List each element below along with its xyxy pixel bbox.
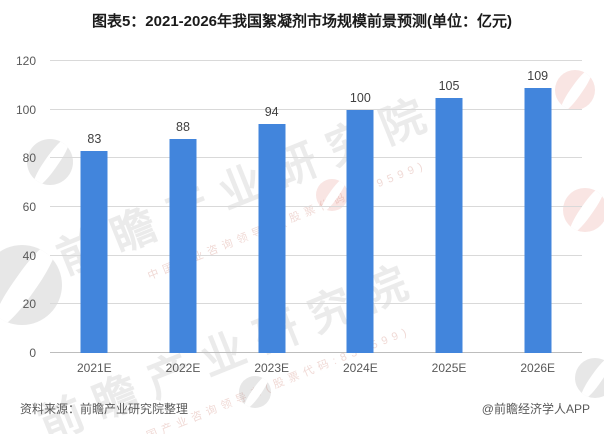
x-axis: 2021E 2022E 2023E 2024E 2025E 2026E: [50, 361, 582, 375]
y-axis-tick-label: 40: [22, 248, 36, 263]
y-axis-tick-label: 120: [15, 54, 36, 68]
bar-slot: 109: [493, 61, 582, 353]
bar-slot: 94: [227, 61, 316, 353]
source-note: 资料来源：前瞻产业研究院整理: [20, 402, 189, 416]
bar-2023E: 94: [258, 105, 286, 353]
y-axis: 0 20 40 60 80 100 120: [0, 54, 42, 360]
gridline: [50, 60, 582, 61]
y-axis-tick-label: 20: [22, 297, 36, 312]
bar-value-label: 109: [527, 68, 549, 83]
gridline: [50, 206, 582, 207]
bar-2026E: 109: [524, 69, 552, 353]
bar-2025E: 105: [435, 79, 463, 353]
bar-2024E: 100: [346, 91, 374, 353]
plot-area: 83 88 94 100 105 109: [50, 60, 582, 353]
gridline: [50, 108, 582, 110]
gridline: [50, 157, 582, 159]
bar-slot: 100: [316, 61, 405, 353]
bar-slot: 83: [50, 61, 139, 353]
bar-series: 83 88 94 100 105 109: [50, 61, 582, 353]
x-axis-tick-label: 2023E: [254, 361, 290, 375]
bar-2022E: 88: [169, 120, 197, 353]
bar-value-label: 94: [264, 105, 279, 120]
y-axis-tick-label: 80: [22, 151, 36, 166]
bar-slot: 88: [139, 61, 228, 353]
y-axis-tick-label: 60: [22, 200, 36, 214]
x-axis-tick-label: 2025E: [431, 361, 467, 375]
x-axis-tick-label: 2026E: [520, 361, 556, 375]
x-axis-tick-label: 2022E: [165, 361, 201, 375]
footer: 资料来源：前瞻产业研究院整理 @前瞻经济学人APP: [20, 400, 590, 417]
credit-note: @前瞻经济学人APP: [481, 402, 590, 416]
bar-2021E: 83: [80, 132, 108, 353]
bar-slot: 105: [405, 61, 494, 353]
gridline: [50, 303, 582, 305]
chart-title: 图表5：2021-2026年我国絮凝剂市场规模前景预测(单位：亿元): [91, 13, 513, 30]
bar-value-label: 105: [438, 78, 460, 93]
y-axis-tick-label: 0: [29, 346, 36, 360]
bar-value-label: 88: [176, 119, 190, 134]
gridline: [50, 352, 582, 353]
x-axis-tick-label: 2024E: [343, 361, 378, 375]
bar-value-label: 100: [349, 90, 371, 105]
x-axis-tick-label: 2021E: [76, 361, 112, 375]
gridline: [50, 254, 582, 256]
bar-value-label: 83: [87, 132, 102, 147]
y-axis-tick-label: 100: [15, 102, 36, 117]
